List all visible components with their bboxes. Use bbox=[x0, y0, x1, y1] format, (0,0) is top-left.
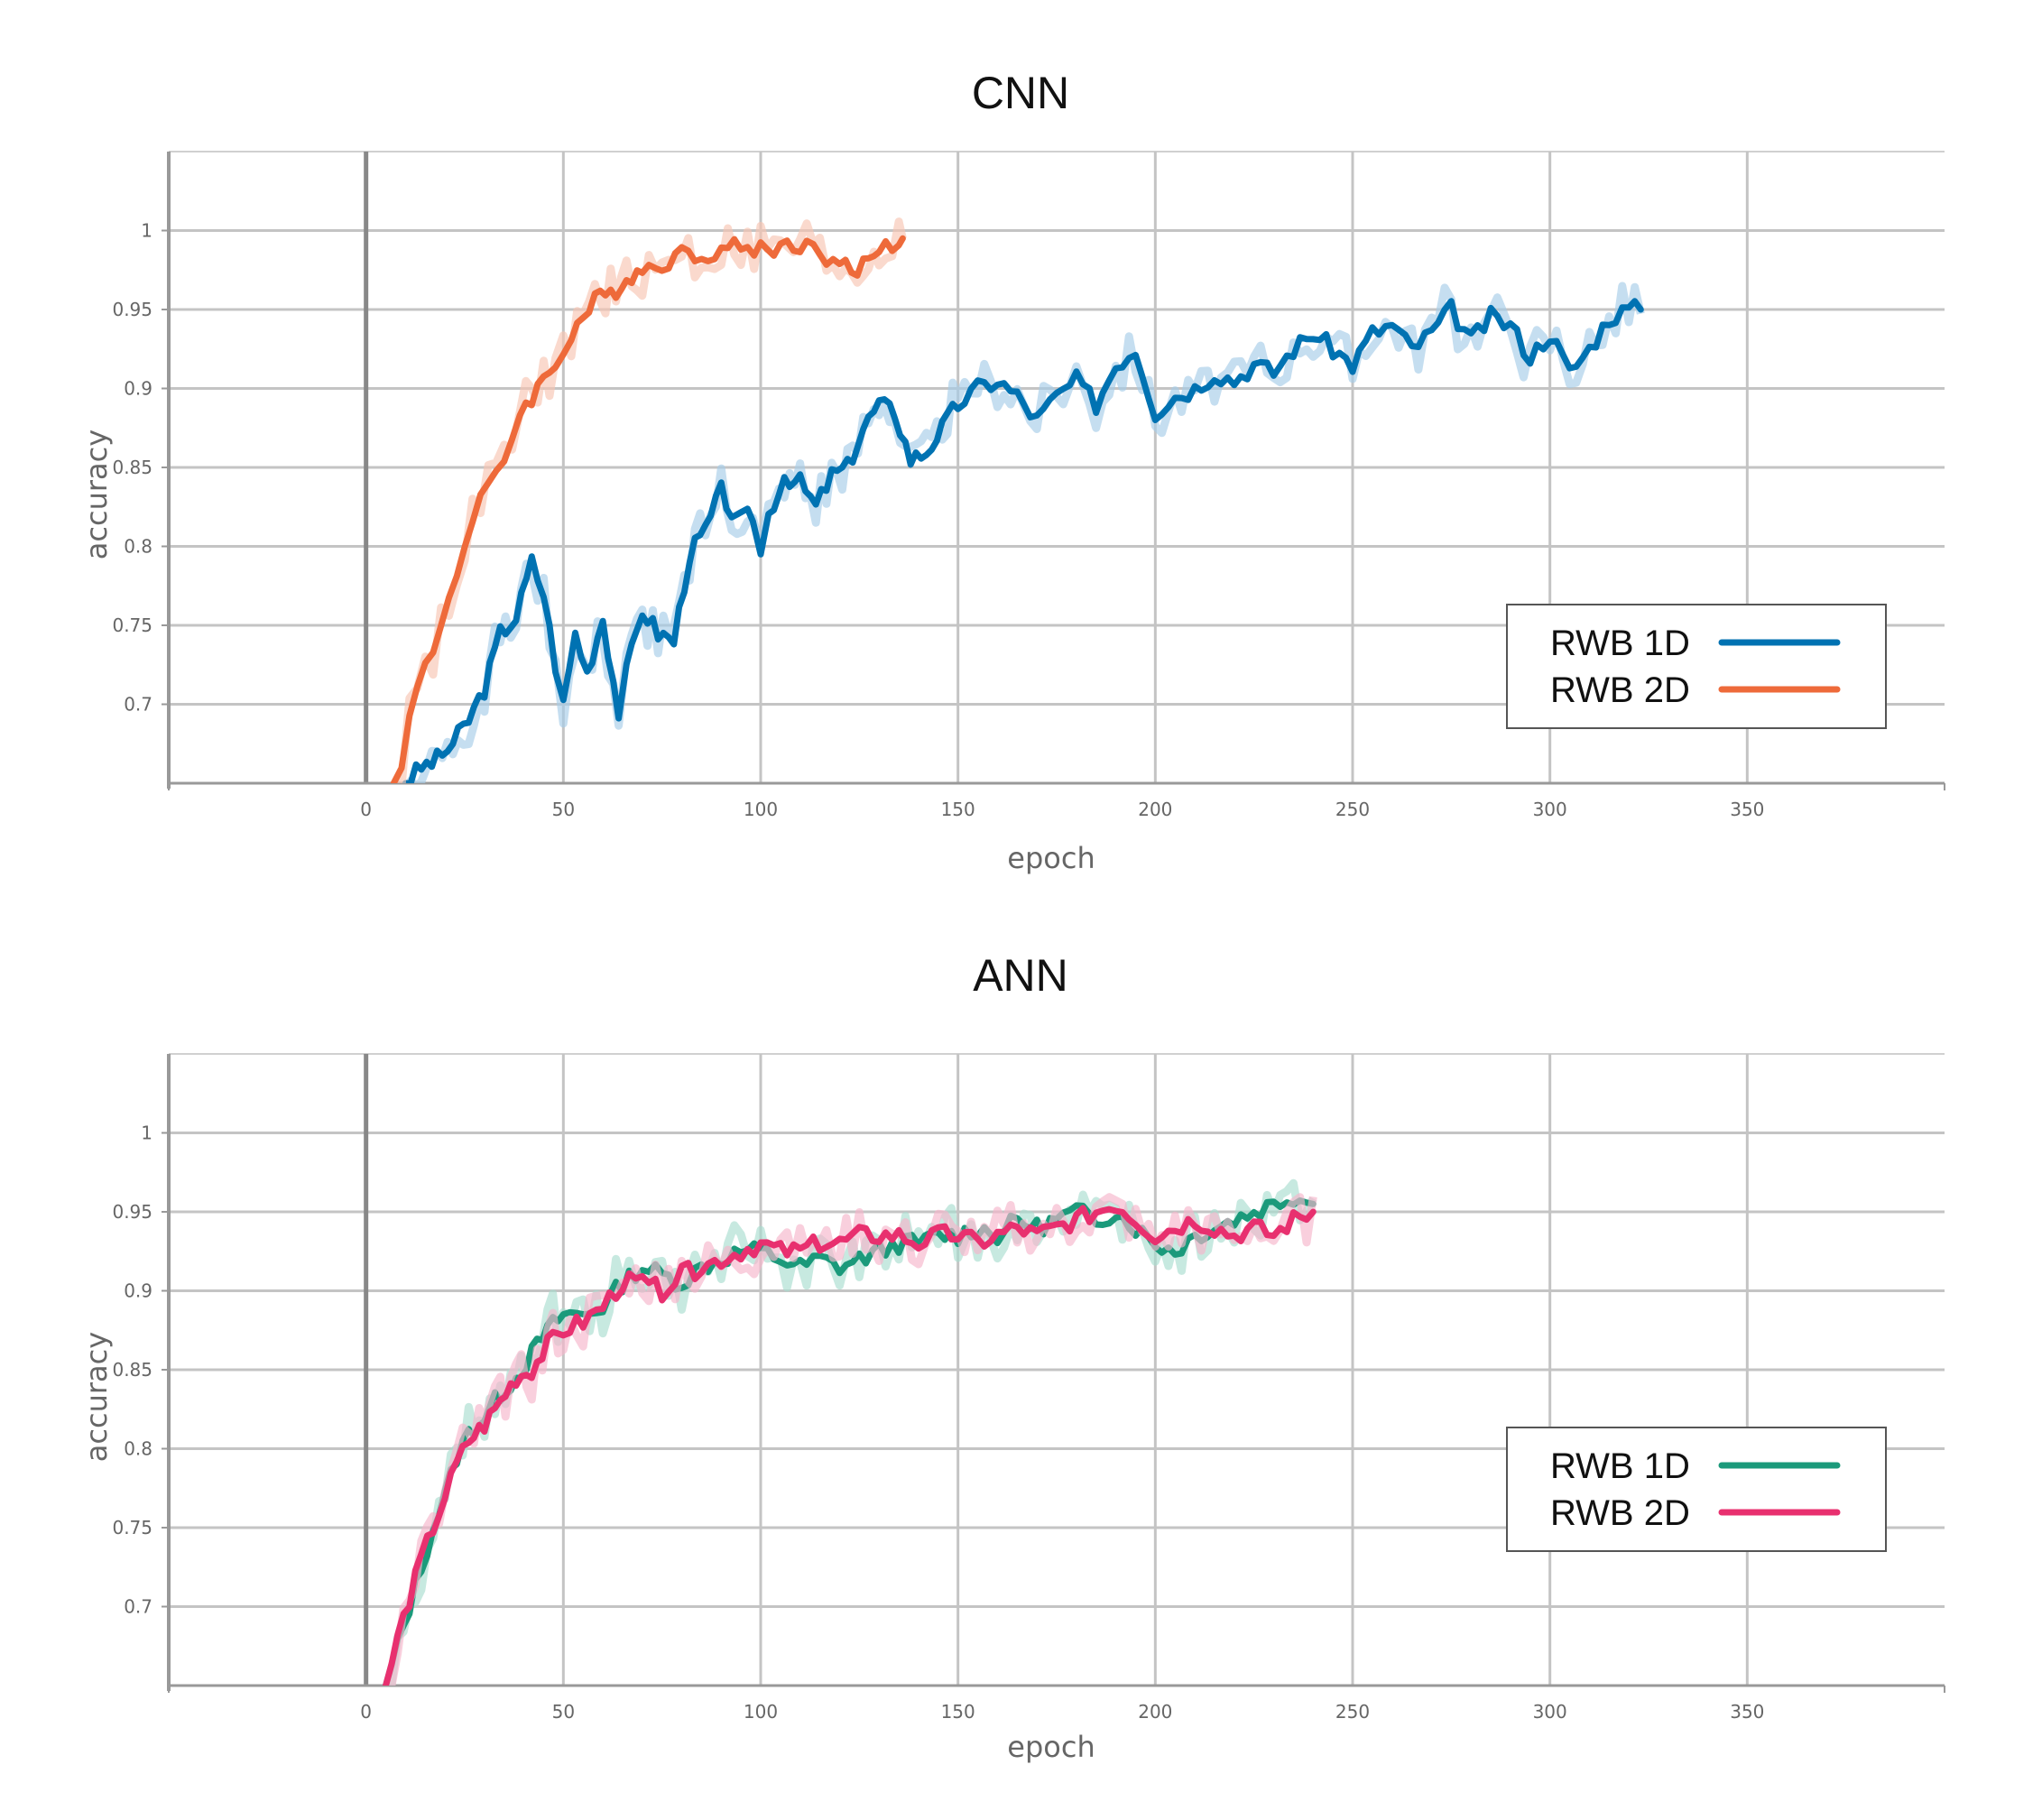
chart-panel-cnn: CNN 0.7 0.75 0.8 0.85 0.9 0.95 1 0 50 100 150 200 250… bbox=[79, 68, 1945, 875]
y-tick-label: 0.7 bbox=[124, 1596, 152, 1618]
series-line bbox=[383, 1197, 1317, 1686]
y-tick-label: 0.8 bbox=[124, 1438, 152, 1460]
y-tick-label: 0.9 bbox=[124, 1280, 152, 1302]
y-axis-label: accuracy bbox=[79, 1332, 114, 1462]
y-tick-label: 1 bbox=[141, 220, 152, 242]
x-tick-label: 300 bbox=[1533, 1701, 1567, 1723]
series-rwb-2d bbox=[383, 1193, 1317, 1686]
legend-label: RWB 2D bbox=[1550, 670, 1690, 710]
chart-title: ANN bbox=[973, 950, 1068, 1001]
y-tick-label: 0.95 bbox=[112, 1201, 152, 1223]
x-tick-label: 250 bbox=[1335, 799, 1370, 820]
legend: RWB 1D RWB 2D bbox=[1506, 1427, 1887, 1552]
series-line bbox=[383, 1205, 1317, 1686]
x-tick-label: 100 bbox=[744, 1701, 778, 1723]
x-tick-label: 250 bbox=[1335, 1701, 1370, 1723]
x-tick-label: 300 bbox=[1533, 799, 1567, 820]
series-line bbox=[390, 235, 906, 783]
series-line bbox=[402, 298, 1644, 783]
y-tick-label: 0.9 bbox=[124, 378, 152, 400]
x-tick-label: 350 bbox=[1730, 1701, 1764, 1723]
x-tick-label: 100 bbox=[744, 799, 778, 820]
x-axis-label: epoch bbox=[1007, 841, 1095, 875]
series-rwb-2d bbox=[390, 217, 907, 783]
y-tick-label: 0.8 bbox=[124, 536, 152, 558]
y-tick-label: 1 bbox=[141, 1122, 152, 1144]
y-tick-label: 0.75 bbox=[112, 614, 152, 636]
x-tick-label: 200 bbox=[1138, 799, 1172, 820]
x-tick-label: 150 bbox=[941, 799, 975, 820]
series-rwb-1d bbox=[402, 282, 1645, 783]
y-tick-label: 0.75 bbox=[112, 1517, 152, 1538]
grid bbox=[169, 151, 1945, 783]
grid bbox=[169, 1053, 1945, 1686]
x-tick-label: 50 bbox=[552, 799, 575, 820]
series-band bbox=[383, 1193, 1317, 1686]
y-tick-label: 0.85 bbox=[112, 1359, 152, 1381]
y-tick-label: 0.7 bbox=[124, 694, 152, 716]
x-tick-label: 0 bbox=[360, 1701, 372, 1723]
legend-label: RWB 1D bbox=[1550, 624, 1690, 663]
x-axis-label: epoch bbox=[1007, 1730, 1095, 1764]
x-tick-label: 50 bbox=[552, 1701, 575, 1723]
y-axis-label: accuracy bbox=[79, 430, 114, 559]
x-tick-label: 200 bbox=[1138, 1701, 1172, 1723]
chart-panel-ann: ANN 0.7 0.75 0.8 0.85 0.9 0.95 1 0 50 100 150 200 250… bbox=[79, 950, 1945, 1764]
x-tick-label: 150 bbox=[941, 1701, 975, 1723]
legend-label: RWB 1D bbox=[1550, 1446, 1690, 1486]
series-band bbox=[405, 282, 1645, 783]
chart-title: CNN bbox=[972, 68, 1069, 118]
series-rwb-1d bbox=[383, 1178, 1317, 1686]
legend-box bbox=[1506, 604, 1887, 729]
y-tick-label: 0.95 bbox=[112, 299, 152, 320]
x-tick-label: 350 bbox=[1730, 799, 1764, 820]
legend-box bbox=[1506, 1427, 1887, 1552]
legend: RWB 1D RWB 2D bbox=[1506, 604, 1887, 729]
legend-label: RWB 2D bbox=[1550, 1493, 1690, 1533]
x-tick-label: 0 bbox=[360, 799, 372, 820]
y-tick-label: 0.85 bbox=[112, 457, 152, 478]
